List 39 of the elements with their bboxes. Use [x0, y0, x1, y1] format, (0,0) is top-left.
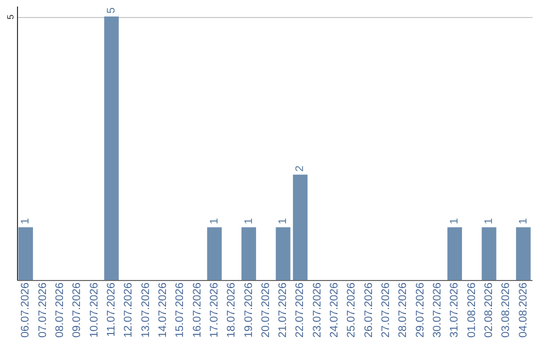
x-tick-label: 15.07.2026	[174, 282, 186, 338]
x-tick-label: 17.07.2026	[208, 282, 220, 338]
x-tick-label: 09.07.2026	[71, 282, 84, 338]
data-label: 1	[483, 218, 496, 224]
x-tick-label: 03.08.2026	[500, 282, 512, 338]
data-label: 1	[277, 218, 290, 224]
x-tick-label: 02.08.2026	[483, 282, 496, 338]
data-label: 5	[105, 7, 118, 14]
x-tick-label: 16.07.2026	[191, 282, 204, 338]
x-tick-label: 28.07.2026	[397, 282, 410, 338]
data-label: 1	[20, 218, 32, 224]
x-tick-label: 10.07.2026	[88, 282, 100, 338]
x-tick-label: 06.07.2026	[20, 282, 32, 338]
x-tick-label: 20.07.2026	[260, 282, 272, 338]
x-tick-label: 08.07.2026	[54, 282, 66, 338]
x-tick-label: 31.07.2026	[448, 282, 461, 338]
x-tick-label: 13.07.2026	[140, 282, 152, 338]
data-label: 1	[208, 218, 220, 224]
x-tick-label: 26.07.2026	[362, 282, 375, 338]
x-tick-label: 30.07.2026	[432, 282, 444, 338]
x-tick-label: 21.07.2026	[277, 282, 290, 338]
x-tick-label: 22.07.2026	[294, 282, 306, 338]
x-tick-label: 01.08.2026	[466, 282, 478, 338]
x-tick-label: 12.07.2026	[122, 282, 135, 338]
x-tick-label: 19.07.2026	[242, 282, 255, 338]
x-tick-label: 18.07.2026	[226, 282, 238, 338]
x-tick-label: 14.07.2026	[156, 282, 169, 338]
data-label: 1	[448, 218, 461, 224]
x-tick-label: 24.07.2026	[328, 282, 341, 338]
data-label: 2	[294, 165, 306, 172]
x-tick-label: 04.08.2026	[517, 282, 530, 338]
x-tick-label: 23.07.2026	[311, 282, 324, 338]
data-label: 1	[517, 218, 530, 224]
x-tick-label: 07.07.2026	[36, 282, 49, 338]
data-label: 1	[242, 218, 255, 224]
x-tick-label: 11.07.2026	[105, 282, 118, 337]
x-tick-label: 29.07.2026	[414, 282, 426, 338]
x-tick-label: 27.07.2026	[380, 282, 392, 338]
x-tick-label: 25.07.2026	[346, 282, 358, 338]
